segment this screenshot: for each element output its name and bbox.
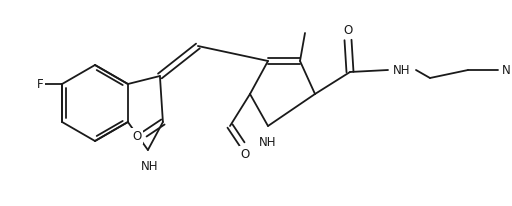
Text: NH: NH <box>141 159 159 172</box>
Text: NH: NH <box>393 63 411 76</box>
Text: F: F <box>37 77 44 90</box>
Text: NH: NH <box>259 136 277 149</box>
Text: O: O <box>240 147 250 160</box>
Text: N: N <box>502 63 510 76</box>
Text: O: O <box>132 130 141 143</box>
Text: O: O <box>344 23 353 36</box>
